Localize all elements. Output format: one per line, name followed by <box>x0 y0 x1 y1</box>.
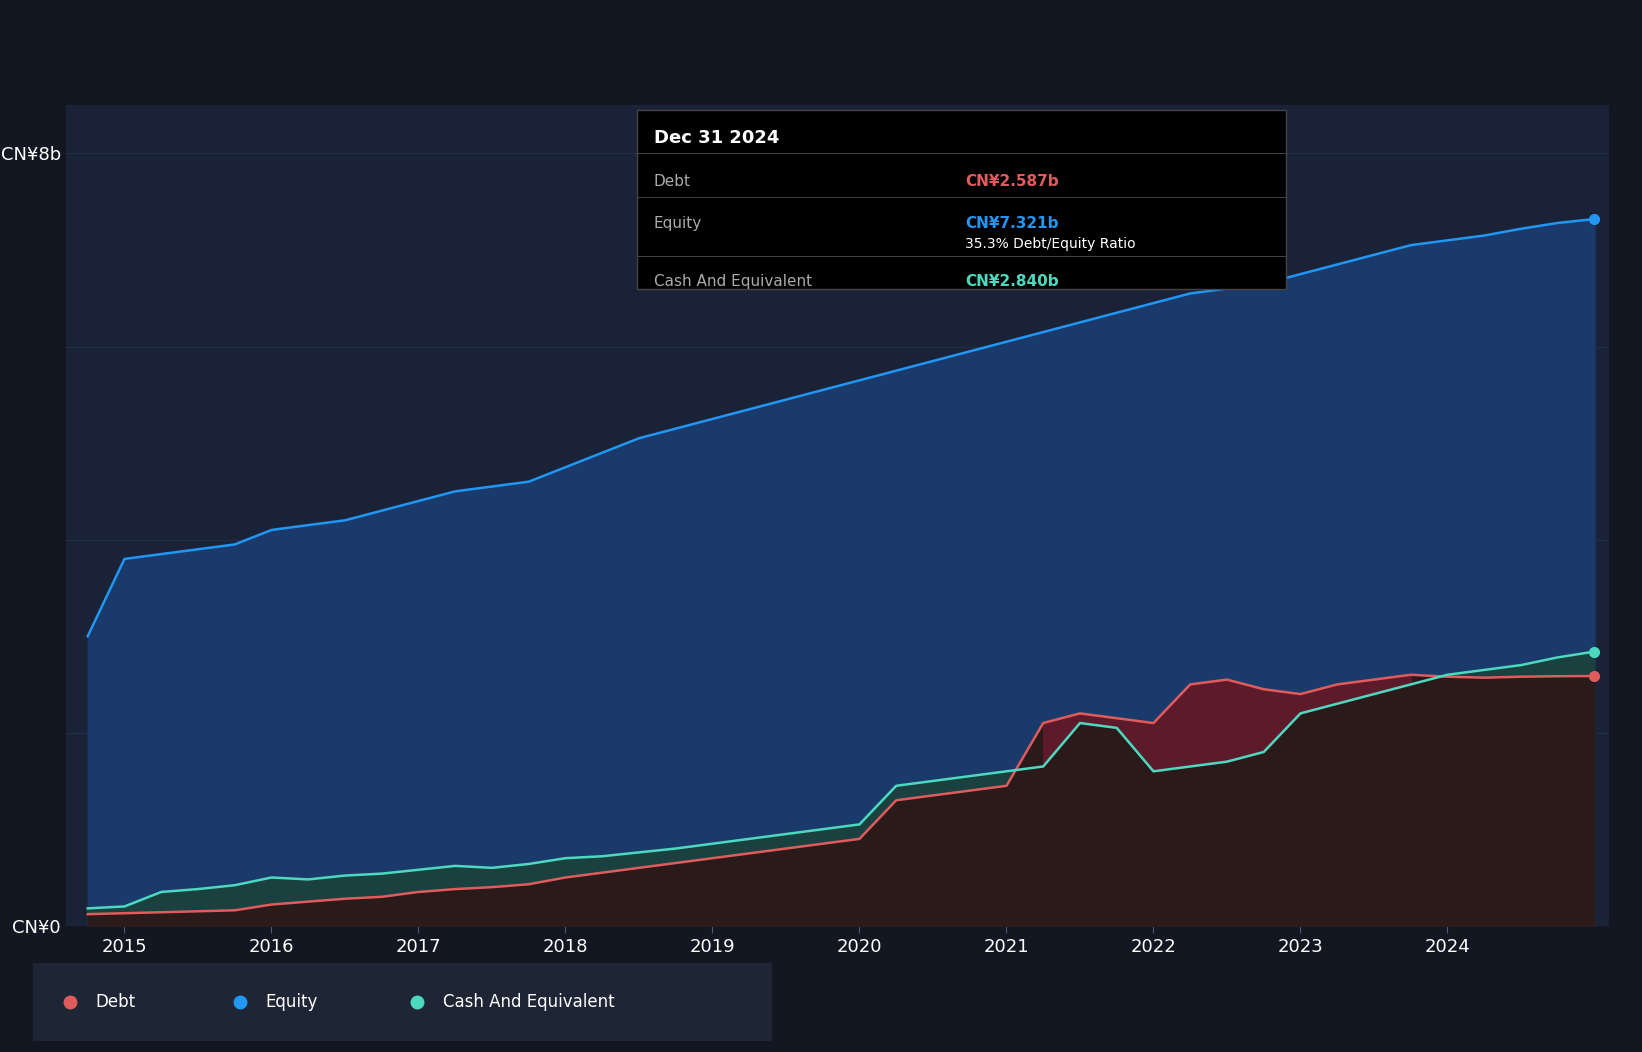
Text: Equity: Equity <box>266 993 319 1011</box>
Text: Cash And Equivalent: Cash And Equivalent <box>654 274 811 288</box>
Text: Equity: Equity <box>654 216 701 230</box>
Text: CN¥2.840b: CN¥2.840b <box>965 274 1059 288</box>
Text: CN¥7.321b: CN¥7.321b <box>965 216 1059 230</box>
Text: Dec 31 2024: Dec 31 2024 <box>654 129 778 147</box>
Text: Debt: Debt <box>654 174 691 188</box>
Text: Debt: Debt <box>95 993 136 1011</box>
Text: Cash And Equivalent: Cash And Equivalent <box>443 993 614 1011</box>
Text: 35.3% Debt/Equity Ratio: 35.3% Debt/Equity Ratio <box>965 237 1136 250</box>
Text: CN¥2.587b: CN¥2.587b <box>965 174 1059 188</box>
